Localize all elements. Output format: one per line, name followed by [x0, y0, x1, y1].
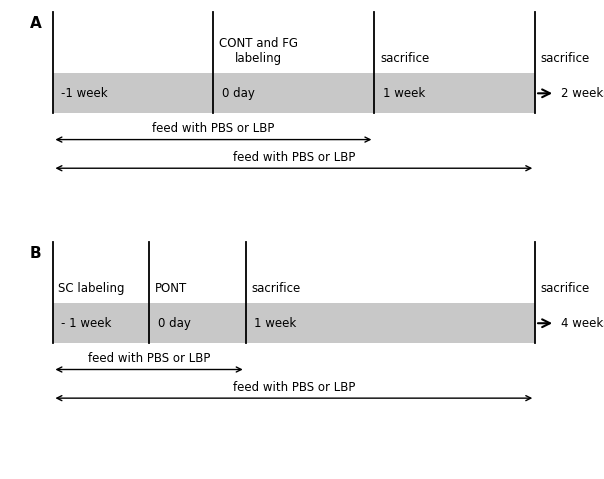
Text: sacrifice: sacrifice — [251, 282, 301, 295]
Text: A: A — [30, 16, 42, 31]
Text: feed with PBS or LBP: feed with PBS or LBP — [233, 151, 355, 164]
Text: 2 weeks: 2 weeks — [561, 87, 604, 100]
Text: B: B — [30, 246, 42, 261]
Text: 1 week: 1 week — [254, 317, 297, 330]
Text: sacrifice: sacrifice — [541, 52, 590, 65]
Text: 0 day: 0 day — [158, 317, 190, 330]
Text: sacrifice: sacrifice — [541, 282, 590, 295]
Bar — [53, 73, 535, 113]
Text: 1 week: 1 week — [383, 87, 425, 100]
Text: feed with PBS or LBP: feed with PBS or LBP — [88, 352, 210, 365]
Text: PONT: PONT — [155, 282, 187, 295]
Text: CONT and FG
labeling: CONT and FG labeling — [219, 37, 298, 65]
Text: -1 week: -1 week — [61, 87, 108, 100]
Text: 4 weeks: 4 weeks — [561, 317, 604, 330]
Text: feed with PBS or LBP: feed with PBS or LBP — [233, 381, 355, 394]
Bar — [53, 303, 535, 343]
Text: SC labeling: SC labeling — [58, 282, 124, 295]
Text: sacrifice: sacrifice — [380, 52, 429, 65]
Text: - 1 week: - 1 week — [61, 317, 112, 330]
Text: 0 day: 0 day — [222, 87, 255, 100]
Text: feed with PBS or LBP: feed with PBS or LBP — [152, 122, 275, 135]
